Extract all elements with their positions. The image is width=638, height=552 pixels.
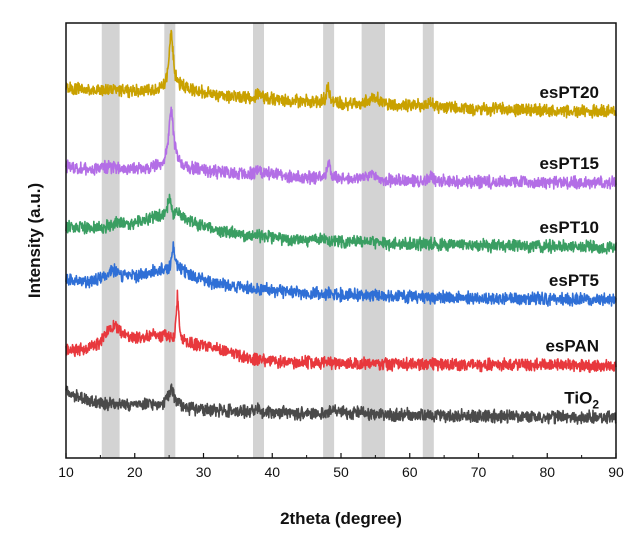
highlight-band-0 [101, 23, 120, 458]
highlight-band-2 [253, 23, 264, 458]
series-label-espt20: esPT20 [539, 83, 599, 102]
x-tick-label: 70 [471, 464, 487, 480]
x-tick-label: 40 [264, 464, 280, 480]
x-axis-ticks: 10 20 30 40 50 60 70 80 90 [58, 453, 624, 480]
y-axis-title: Intensity (a.u.) [25, 183, 44, 298]
x-tick-label: 30 [196, 464, 212, 480]
series-line-espt15 [65, 106, 617, 190]
series-line-espt20 [65, 29, 617, 119]
series-line-espt10 [65, 193, 617, 255]
series-label-espt15: esPT15 [539, 154, 599, 173]
series-label-espan: esPAN [545, 337, 599, 356]
x-tick-label: 60 [402, 464, 418, 480]
series-curves [65, 29, 617, 425]
series-line-espan [65, 289, 617, 374]
x-tick-label: 10 [58, 464, 74, 480]
x-tick-label: 80 [539, 464, 555, 480]
highlight-band-5 [422, 23, 434, 458]
series-label-espt5: esPT5 [549, 271, 599, 290]
x-axis-title: 2theta (degree) [280, 509, 402, 528]
series-label-espt10: esPT10 [539, 218, 599, 237]
x-tick-label: 90 [608, 464, 624, 480]
series-line-espt5 [65, 241, 617, 307]
series-line-tio2 [65, 383, 617, 425]
series-label-tio2: TiO2 [564, 388, 599, 411]
x-tick-label: 20 [127, 464, 143, 480]
series-labels: esPT20 esPT15 esPT10 esPT5 esPAN TiO2 [539, 83, 599, 411]
highlight-band-1 [164, 23, 176, 458]
x-tick-label: 50 [333, 464, 349, 480]
